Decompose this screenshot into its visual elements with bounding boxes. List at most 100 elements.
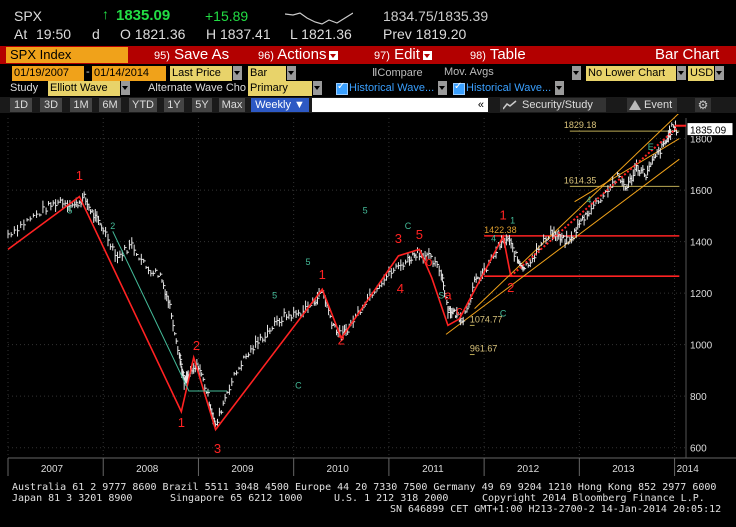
study-selector[interactable]: Elliott Wave (48, 81, 120, 96)
at-label: At (14, 26, 28, 42)
style-selector[interactable]: Bar (248, 66, 286, 81)
footer-phones: Australia 61 2 9777 8600 Brazil 5511 304… (12, 482, 717, 493)
footer-session: SN 646899 CET GMT+1:00 H213-2700-2 14-Ja… (390, 504, 722, 515)
low-price: L 1821.36 (290, 26, 352, 42)
lower-chart-dropdown-icon[interactable] (677, 66, 686, 80)
x-tick-label: 2009 (231, 464, 254, 475)
bar-chart-title: Bar Chart (655, 46, 720, 63)
timeframe-bar: 1D 3D 1M 6M YTD 1Y 5Y Max Weekly ▼ « Sec… (0, 97, 736, 113)
event-icon (629, 100, 641, 110)
level-label: 1829.18 (564, 120, 597, 130)
sub-wave-line (112, 231, 228, 392)
study-label: Study (10, 82, 39, 94)
channel-line (474, 114, 679, 309)
compare-button[interactable]: ⅡCompare (372, 67, 423, 79)
chevron-down-icon (329, 50, 339, 60)
level-label: 1422.38 (484, 225, 517, 235)
edit-menu[interactable]: 97) Edit (374, 46, 432, 64)
lower-chart-selector[interactable]: No Lower Chart (586, 66, 676, 81)
event-button[interactable]: Event (627, 98, 677, 112)
wave-label: 5 (305, 257, 310, 267)
wave-label: a (444, 288, 452, 303)
high-price: H 1837.41 (206, 26, 271, 42)
bid-ask: 1834.75/1835.39 (383, 8, 489, 24)
up-arrow-icon: ↑ (102, 6, 109, 22)
wave-label: 2 (338, 333, 345, 348)
wave-label: C (405, 221, 412, 231)
style-dropdown-icon[interactable] (287, 66, 296, 80)
wave-dropdown-icon[interactable] (313, 81, 322, 95)
quote-time: 19:50 (36, 26, 72, 42)
security-field[interactable]: SPX Index (6, 47, 128, 63)
wave-label: 5 (416, 227, 423, 242)
level-label: 1074.77 (470, 314, 503, 324)
footer-copyright: Copyright 2014 Bloomberg Finance L.P. (482, 493, 705, 504)
historical-wave-checkbox-2[interactable] (453, 81, 465, 95)
field-dropdown-icon[interactable] (233, 66, 242, 80)
save-as-button[interactable]: 95) Save As (154, 46, 230, 63)
wave-label: C (295, 380, 302, 390)
x-tick-label: 2007 (41, 464, 64, 475)
gear-icon[interactable]: ⚙ (695, 98, 711, 112)
search-input[interactable]: « (312, 98, 488, 112)
footer-japan: Japan 81 3 3201 8900 (12, 493, 133, 504)
start-date-field[interactable]: 01/19/2007 (12, 66, 84, 81)
elliott-wave-line (7, 195, 512, 432)
tf-5y[interactable]: 5Y (192, 98, 212, 112)
compare-icon: Ⅱ (372, 67, 378, 79)
wave-label: 1 (319, 267, 326, 282)
x-tick-label: 2011 (422, 464, 444, 475)
ticker: SPX (14, 8, 43, 24)
chevron-down-icon (422, 50, 432, 60)
historical-wave-checkbox-1[interactable] (336, 81, 348, 95)
tf-6m[interactable]: 6M (99, 98, 121, 112)
channel-line (445, 158, 680, 335)
y-tick-label: 1400 (690, 238, 713, 249)
study-dropdown-icon[interactable] (121, 81, 130, 95)
channel-line (574, 138, 680, 203)
date-dash: - (86, 66, 90, 78)
level-label: 1614.35 (564, 175, 597, 185)
tf-1m[interactable]: 1M (70, 98, 92, 112)
table-button[interactable]: 98) Table (470, 46, 526, 63)
y-tick-label: 1200 (690, 289, 713, 300)
elliott-wave-projection (510, 127, 678, 277)
quote-header: SPX ↑ 1835.09 +15.89 1834.75/1835.39 At … (0, 4, 736, 44)
wave-label: E (648, 142, 654, 152)
footer: Australia 61 2 9777 8600 Brazil 5511 304… (0, 480, 736, 527)
x-tick-label: 2013 (612, 464, 635, 475)
wave-label: 3 (214, 441, 221, 456)
tf-1d[interactable]: 1D (10, 98, 32, 112)
end-date-field[interactable]: 01/14/2014 (92, 66, 166, 81)
d-label: d (92, 26, 100, 42)
wave-label: 2 (110, 221, 115, 231)
tf-3d[interactable]: 3D (40, 98, 62, 112)
x-tick-label: 2010 (327, 464, 350, 475)
x-tick-label: 2008 (136, 464, 159, 475)
price-tag: 1835.09 (690, 126, 727, 137)
tf-ytd[interactable]: YTD (129, 98, 157, 112)
currency-selector[interactable]: USD (688, 66, 714, 81)
mov-avgs-button[interactable]: Mov. Avgs (444, 66, 494, 78)
currency-dropdown-icon[interactable] (715, 66, 724, 80)
wave-label: 5 (363, 205, 368, 215)
wave-label: 1 (76, 168, 83, 183)
y-tick-label: 800 (690, 392, 707, 403)
field-selector[interactable]: Last Price (170, 66, 232, 81)
open-price: O 1821.36 (120, 26, 186, 42)
period-selector[interactable]: Weekly ▼ (251, 98, 309, 112)
security-study-button[interactable]: Security/Study (500, 98, 606, 112)
wave-label: 3 (395, 231, 402, 246)
price-chart[interactable]: 600 800 1000 1200 1400 1600 1800 2007 2008 2009 20… (0, 114, 736, 478)
historical-wave-dropdown-1[interactable] (438, 81, 447, 95)
wave-label: 1 (510, 216, 515, 226)
level-label: 961.67 (470, 344, 498, 354)
tf-max[interactable]: Max (219, 98, 245, 112)
actions-menu[interactable]: 96) Actions (258, 46, 339, 64)
historical-wave-dropdown-2[interactable] (555, 81, 564, 95)
mov-avgs-dropdown-icon[interactable] (572, 66, 581, 80)
last-price: 1835.09 (116, 7, 171, 24)
tf-1y[interactable]: 1Y (164, 98, 184, 112)
wave-primary-selector[interactable]: Primary (248, 81, 312, 96)
wave-label: 1 (178, 415, 185, 430)
